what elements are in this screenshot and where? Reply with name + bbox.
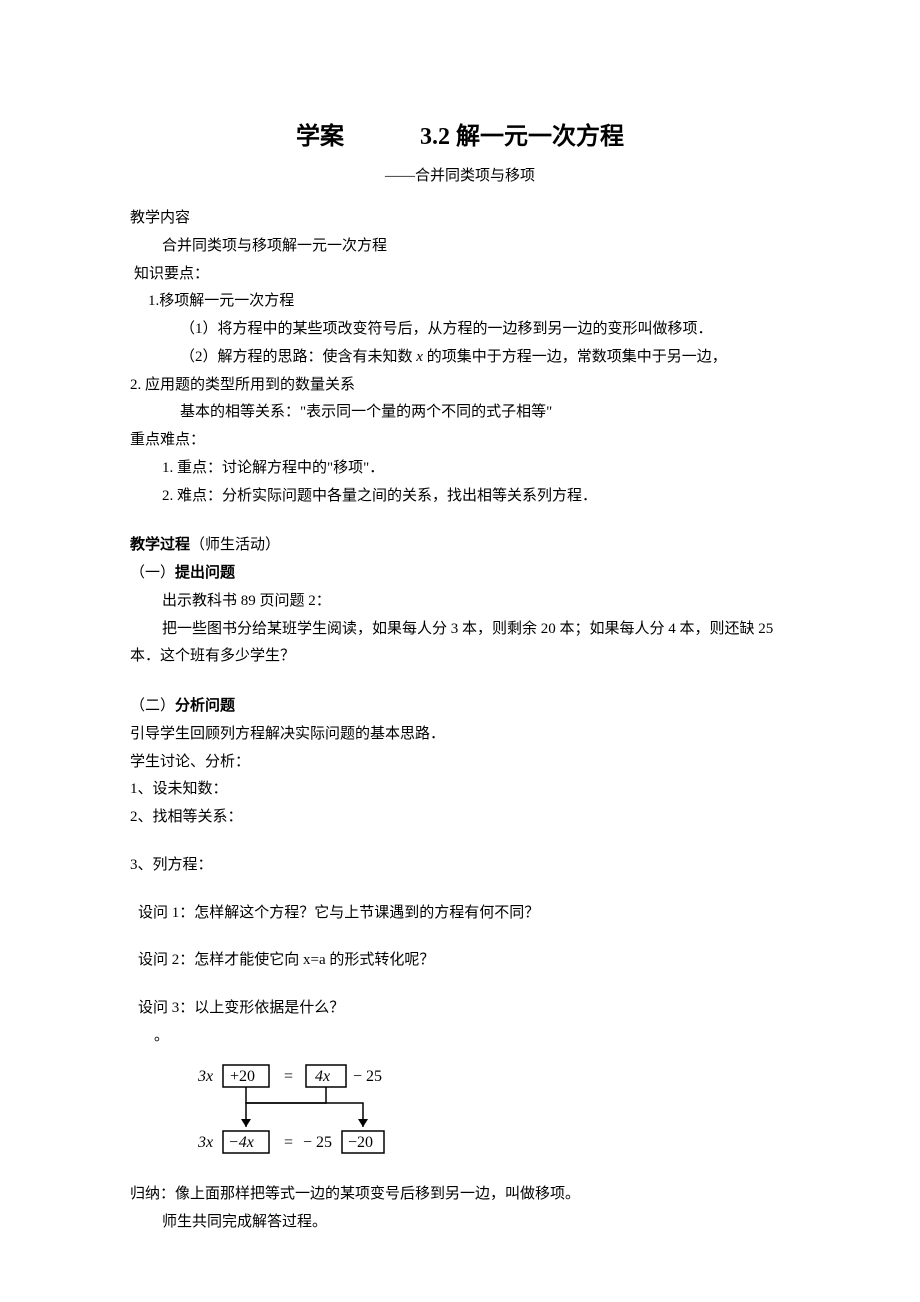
transposition-diagram: 3x +20 = 4x − 25 3x −4x = − 25 −20: [190, 1061, 790, 1172]
r1-eq: =: [284, 1068, 293, 1085]
s2-a: 引导学生回顾列方程解决实际问题的基本思路．: [130, 721, 790, 749]
knowledge-1a: （1）将方程中的某些项改变符号后，从方程的一边移到另一边的变形叫做移项．: [130, 316, 790, 344]
document-page: 学案 3.2 解一元一次方程 ——合并同类项与移项 教学内容 合并同类项与移项解…: [0, 0, 920, 1302]
s2-label: （二）: [130, 698, 175, 714]
s1-a: 出示教科书 89 页问题 2：: [130, 588, 790, 616]
k1b-var: x: [416, 349, 423, 365]
r1-d: − 25: [353, 1068, 382, 1085]
gap-2: [130, 671, 790, 693]
arrow-2-line: [246, 1087, 326, 1127]
question-3: 设问 3：以上变形依据是什么？: [130, 995, 790, 1023]
knowledge-1b: （2）解方程的思路：使含有未知数 x 的项集中于方程一边，常数项集中于另一边，: [130, 344, 790, 372]
s2-title: 分析问题: [175, 698, 235, 714]
question-1: 设问 1：怎样解这个方程？它与上节课遇到的方程有何不同？: [130, 900, 790, 928]
s1-label: （一）: [130, 565, 175, 581]
arrow-1-line: [246, 1087, 363, 1127]
s2-e: 3、列方程：: [130, 852, 790, 880]
difficult-2: 2. 难点：分析实际问题中各量之间的关系，找出相等关系列方程．: [130, 483, 790, 511]
heading-content: 教学内容: [130, 205, 790, 233]
heading-difficult: 重点难点：: [130, 427, 790, 455]
diagram-svg: 3x +20 = 4x − 25 3x −4x = − 25 −20: [190, 1061, 490, 1161]
r2-c: − 25: [303, 1134, 332, 1151]
gap-q: [130, 880, 790, 900]
s2-b: 学生讨论、分析：: [130, 749, 790, 777]
gap-s2: [130, 832, 790, 852]
r2-eq: =: [284, 1134, 293, 1151]
difficult-1: 1. 重点：讨论解方程中的"移项"．: [130, 455, 790, 483]
r1-a: 3x: [197, 1068, 213, 1085]
title-right: 3.2 解一元一次方程: [420, 124, 624, 150]
conclusion-2: 师生共同完成解答过程。: [130, 1209, 790, 1237]
gap: [130, 510, 790, 532]
r1-c: 4x: [315, 1068, 330, 1085]
question-2: 设问 2：怎样才能使它向 x=a 的形式转化呢？: [130, 947, 790, 975]
s2-d: 2、找相等关系：: [130, 804, 790, 832]
arrow-1-head: [358, 1119, 368, 1127]
r2-b: −4x: [228, 1134, 254, 1151]
s1-b: 把一些图书分给某班学生阅读，如果每人分 3 本，则剩余 20 本；如果每人分 4…: [130, 616, 790, 672]
heading-process: 教学过程（师生活动）: [130, 532, 790, 560]
s1-title: 提出问题: [175, 565, 235, 581]
process-rest: （师生活动）: [190, 537, 280, 553]
k1b-post: 的项集中于方程一边，常数项集中于另一边，: [423, 349, 727, 365]
content-line: 合并同类项与移项解一元一次方程: [130, 233, 790, 261]
s2-c: 1、设未知数：: [130, 776, 790, 804]
stray-dot: 。: [130, 1023, 790, 1051]
process-bold: 教学过程: [130, 537, 190, 553]
k1b-pre: （2）解方程的思路：使含有未知数: [180, 349, 416, 365]
knowledge-2: 2. 应用题的类型所用到的数量关系: [130, 372, 790, 400]
heading-knowledge: 知识要点：: [130, 261, 790, 289]
r2-a: 3x: [197, 1134, 213, 1151]
title-line: 学案 3.2 解一元一次方程: [130, 115, 790, 159]
r2-d: −20: [348, 1134, 373, 1151]
knowledge-1: 1.移项解一元一次方程: [130, 288, 790, 316]
title-left: 学案: [296, 115, 344, 159]
r1-b: +20: [230, 1068, 255, 1085]
section-2-head: （二）分析问题: [130, 693, 790, 721]
arrow-2-head: [241, 1119, 251, 1127]
conclusion: 归纳：像上面那样把等式一边的某项变号后移到另一边，叫做移项。: [130, 1181, 790, 1209]
gap-q1: [130, 927, 790, 947]
section-1-head: （一）提出问题: [130, 560, 790, 588]
subtitle: ——合并同类项与移项: [130, 163, 790, 191]
gap-q2: [130, 975, 790, 995]
knowledge-2a: 基本的相等关系："表示同一个量的两个不同的式子相等": [130, 399, 790, 427]
